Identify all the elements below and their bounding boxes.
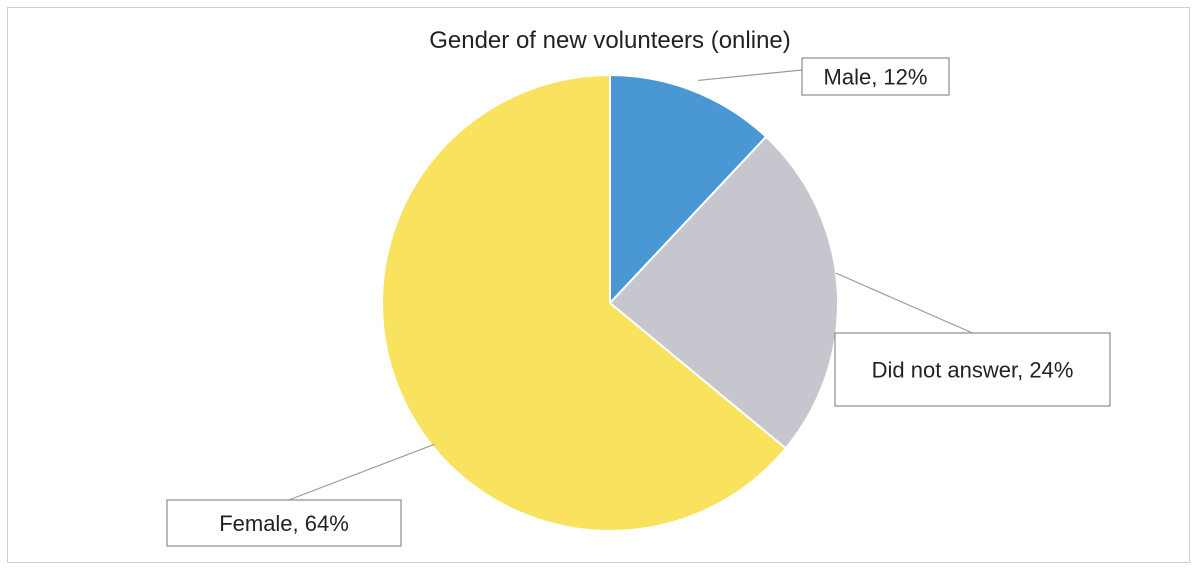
leader-line-male bbox=[698, 69, 803, 82]
leader-line-did-not-answer bbox=[835, 272, 973, 334]
slice-labels: Male, 12% Did not answer, 24% Female, 64% bbox=[166, 57, 1111, 547]
leader-line-female bbox=[288, 443, 435, 501]
pie-slice-female bbox=[381, 73, 788, 532]
slice-label-female: Female, 64% bbox=[219, 511, 349, 536]
label-box-did-not-answer bbox=[834, 332, 1111, 407]
slice-label-male: Male, 12% bbox=[824, 65, 928, 90]
pie-slice-male bbox=[609, 73, 768, 306]
pie-slice-did-not-answer bbox=[608, 135, 839, 450]
label-box-male bbox=[801, 57, 950, 96]
leader-lines bbox=[288, 69, 973, 501]
slice-label-did-not-answer: Did not answer, 24% bbox=[872, 358, 1074, 383]
pie-slices bbox=[381, 73, 839, 532]
label-box-female bbox=[166, 499, 402, 547]
chart-title: Gender of new volunteers (online) bbox=[429, 27, 791, 54]
